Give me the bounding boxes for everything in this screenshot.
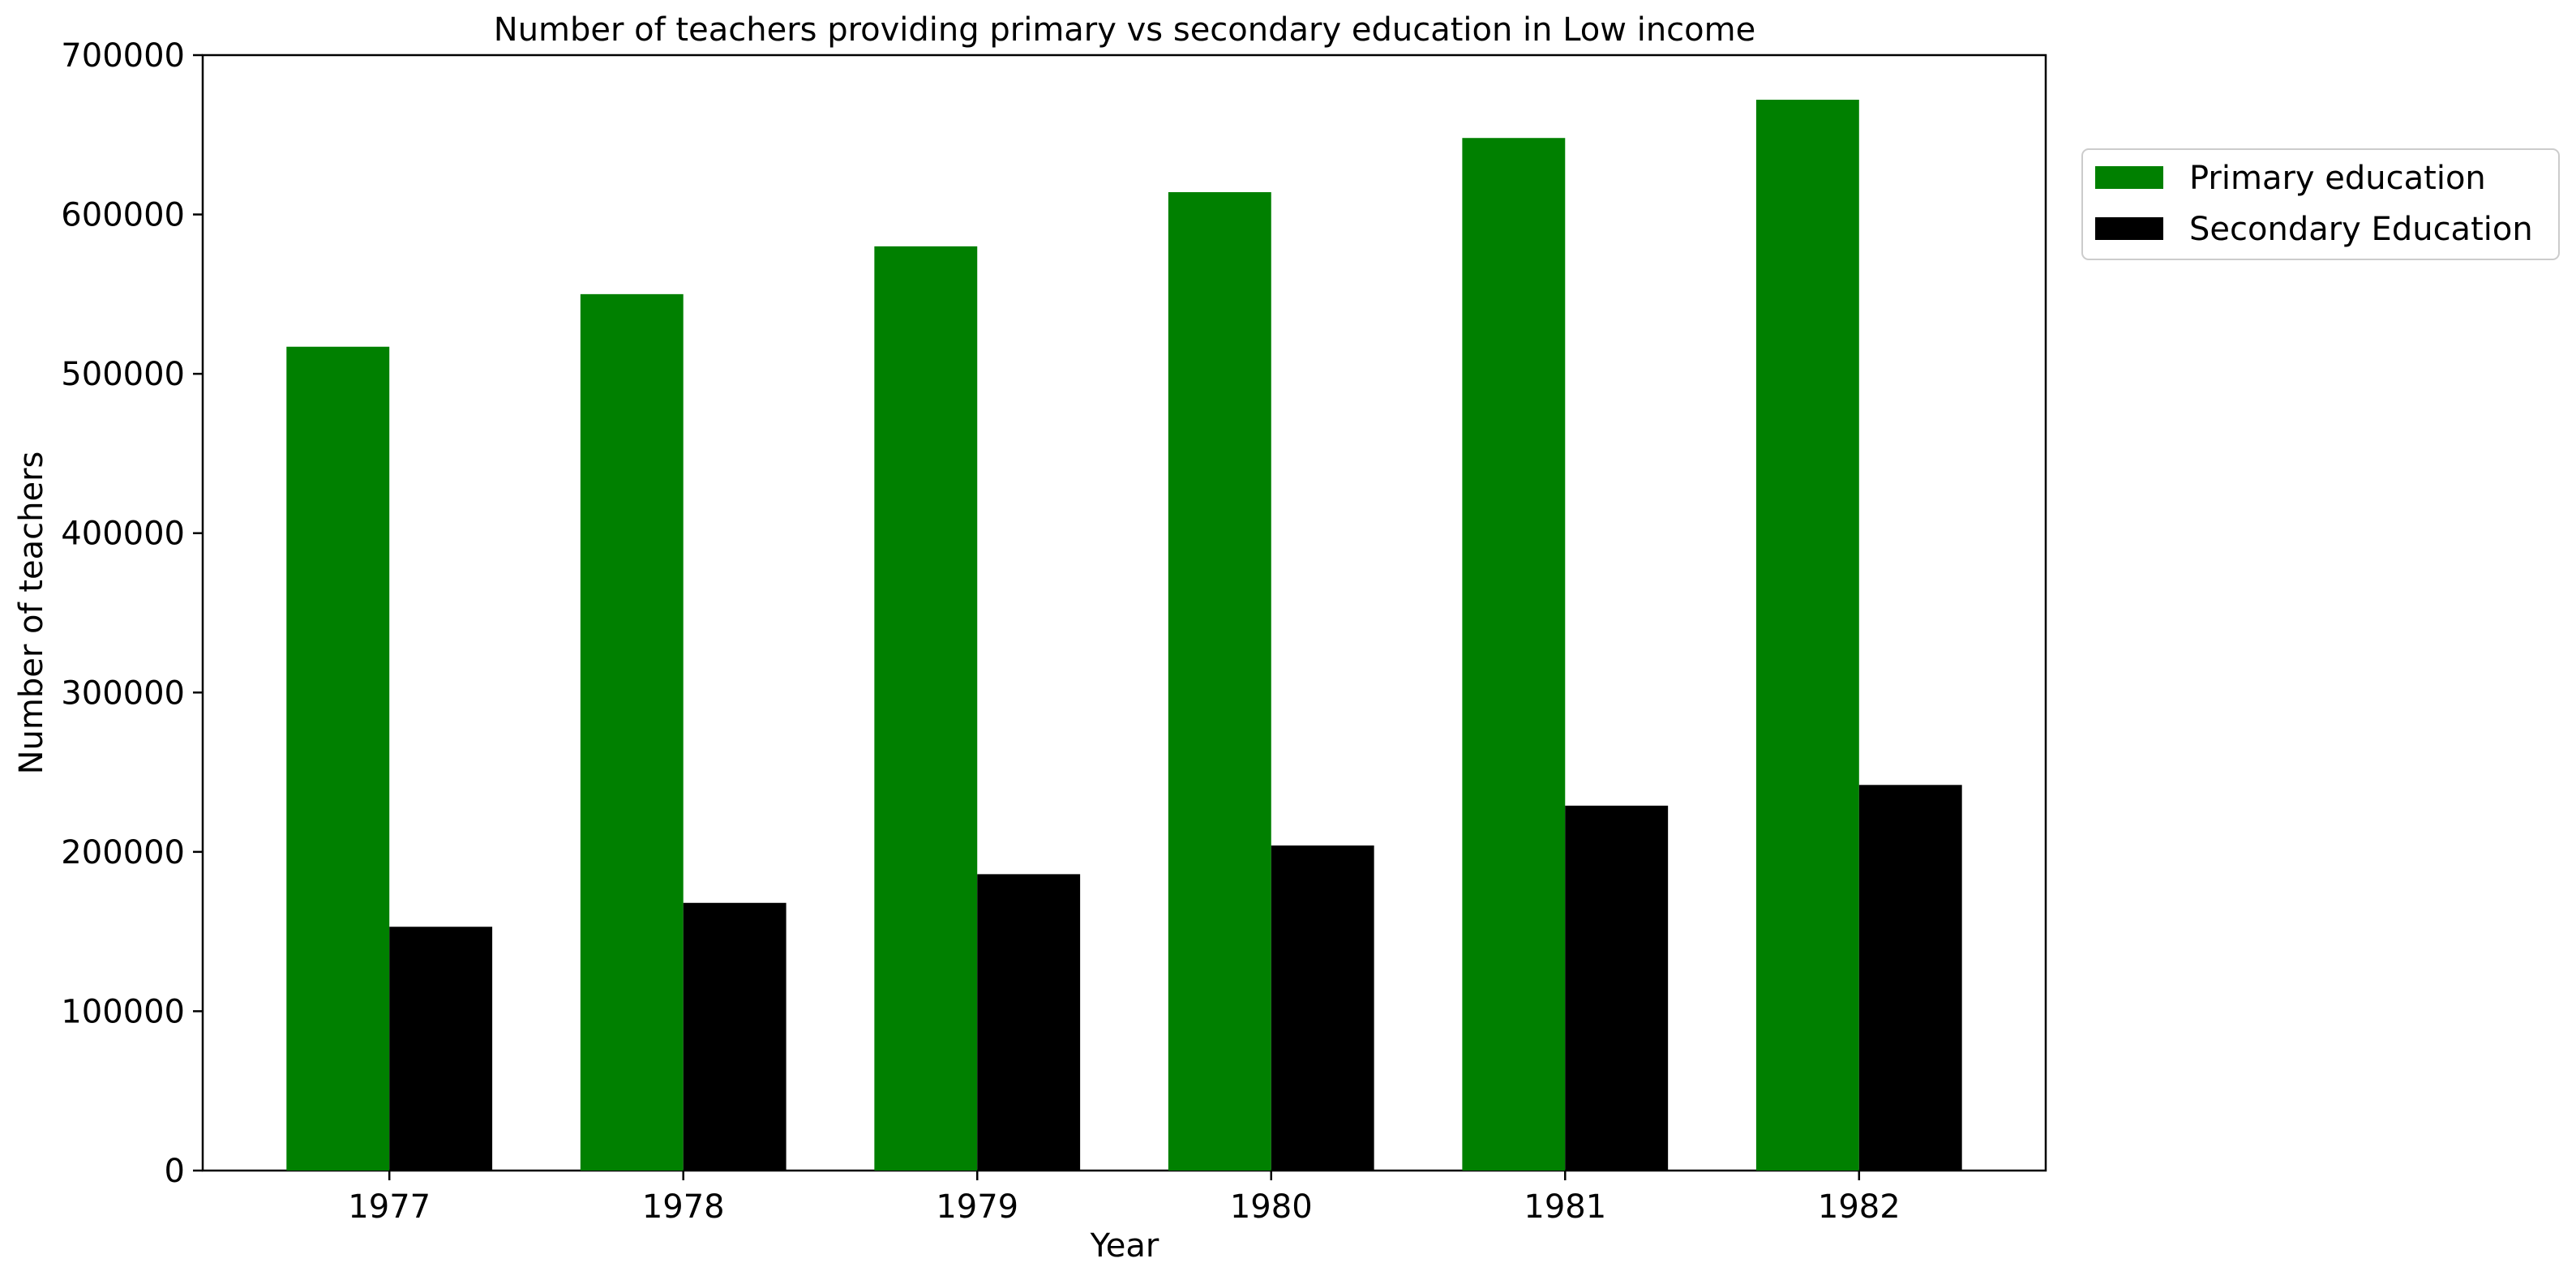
bar-secondary-1980	[1271, 845, 1374, 1171]
plot-area	[201, 54, 2047, 1172]
y-tick-label: 100000	[61, 993, 185, 1030]
x-axis: 1977 1978 1979 1980 1981 1982	[348, 1171, 1901, 1226]
legend-swatch	[2095, 166, 2163, 189]
chart-title: Number of teachers providing primary vs …	[494, 11, 1755, 49]
x-tick-label: 1980	[1230, 1188, 1313, 1226]
y-tick-label: 400000	[61, 516, 185, 553]
y-tick-label: 0	[165, 1153, 185, 1190]
bar-primary-1978	[580, 293, 684, 1171]
legend-label: Primary education	[2189, 160, 2486, 197]
bar-secondary-1979	[977, 874, 1081, 1171]
bar-secondary-1977	[389, 927, 493, 1171]
bar-secondary-1982	[1858, 785, 1962, 1171]
legend-label: Secondary Education	[2189, 211, 2533, 248]
y-tick-label: 700000	[61, 37, 185, 75]
legend: Primary education Secondary Education	[2081, 148, 2560, 260]
bar-primary-1979	[874, 246, 978, 1171]
x-axis-label: Year	[1090, 1227, 1159, 1265]
y-tick-label: 500000	[61, 356, 185, 393]
y-axis-label: Number of teachers	[13, 452, 50, 775]
legend-swatch	[2095, 217, 2163, 240]
y-tick-label: 600000	[61, 197, 185, 234]
y-tick-label: 200000	[61, 834, 185, 871]
bar-secondary-1978	[683, 902, 787, 1171]
y-tick-label: 300000	[61, 674, 185, 712]
legend-box	[2081, 148, 2560, 260]
x-tick-label: 1981	[1524, 1188, 1606, 1226]
y-axis: 0 100000 200000 300000 400000 500000 600000 700…	[61, 37, 203, 1190]
x-tick-label: 1979	[936, 1188, 1018, 1226]
x-tick-label: 1978	[642, 1188, 725, 1226]
bar-secondary-1981	[1565, 805, 1669, 1171]
bar-primary-1981	[1462, 138, 1566, 1171]
x-tick-label: 1982	[1818, 1188, 1901, 1226]
bar-primary-1982	[1755, 100, 1859, 1171]
x-tick-label: 1977	[348, 1188, 431, 1226]
plot-frame	[201, 54, 2047, 1172]
bars	[286, 100, 1962, 1171]
bar-primary-1980	[1168, 192, 1271, 1171]
bar-primary-1977	[286, 346, 390, 1171]
